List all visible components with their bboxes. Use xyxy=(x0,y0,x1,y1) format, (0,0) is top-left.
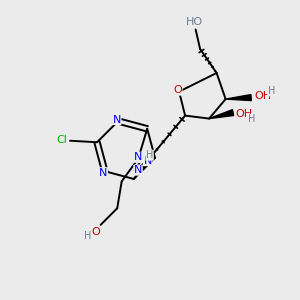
Text: N: N xyxy=(134,152,142,162)
Text: N: N xyxy=(112,115,121,124)
Text: N: N xyxy=(143,156,152,166)
Text: HO: HO xyxy=(186,17,203,27)
Text: H: H xyxy=(83,231,91,241)
Text: H: H xyxy=(268,86,275,96)
Polygon shape xyxy=(226,94,251,100)
Text: N: N xyxy=(99,168,107,178)
Text: O: O xyxy=(173,85,182,95)
Text: OH: OH xyxy=(254,91,271,101)
Text: Cl: Cl xyxy=(56,135,67,145)
Text: H: H xyxy=(248,114,255,124)
Text: O: O xyxy=(92,227,100,237)
Text: N: N xyxy=(134,165,142,175)
Text: OH: OH xyxy=(235,109,252,119)
Text: H: H xyxy=(146,150,153,160)
Polygon shape xyxy=(209,110,234,118)
